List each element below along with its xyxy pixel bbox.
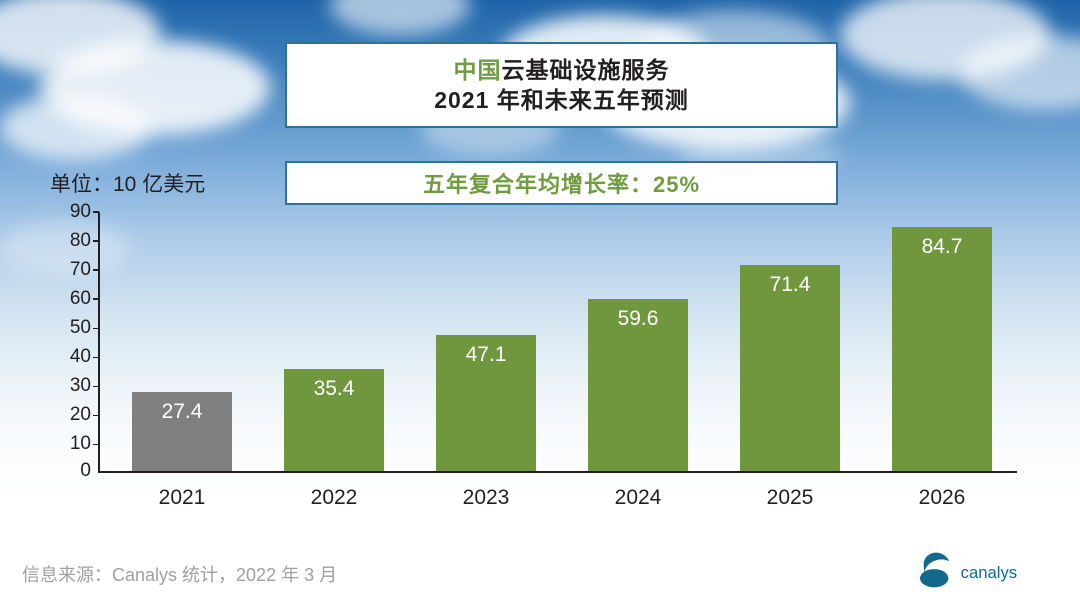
svg-text:canalys: canalys [961, 563, 1017, 582]
